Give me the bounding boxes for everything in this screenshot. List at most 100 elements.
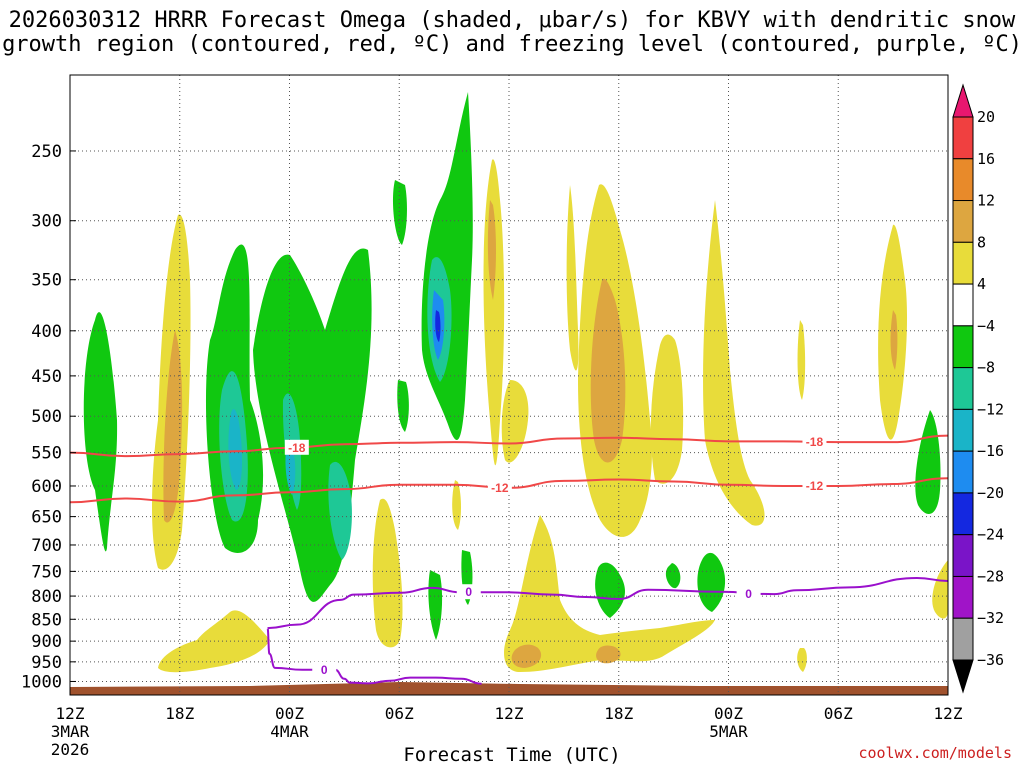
colorbar-label: −28 <box>977 567 1004 585</box>
omega-upward-region <box>665 563 681 589</box>
y-tick-label: 450 <box>31 367 62 387</box>
colorbar-label: −8 <box>977 359 995 377</box>
colorbar-swatch <box>952 283 974 327</box>
colorbar-label: 8 <box>977 233 986 251</box>
contour-freezing_level <box>267 576 948 630</box>
contour-freezing_level_low <box>266 627 482 685</box>
colorbar-swatch <box>952 158 974 202</box>
x-tick-label: 18Z <box>604 704 633 723</box>
colorbar-swatch <box>952 325 974 369</box>
x-tick-date-label: 3MAR <box>51 722 90 741</box>
colorbar-swatch <box>952 534 974 577</box>
colorbar-label: 20 <box>977 108 995 126</box>
omega-downward-region <box>566 185 579 371</box>
colorbar-swatch <box>952 408 974 452</box>
omega-downward-region <box>163 330 183 523</box>
y-tick-label: 400 <box>31 322 62 342</box>
omega-downward-region <box>590 278 626 463</box>
omega-upward-region <box>392 180 407 245</box>
omega-upward-region <box>83 312 118 552</box>
contour-label-bg <box>312 661 337 677</box>
credit-text: coolwx.com/models <box>858 744 1012 762</box>
omega-downward-region <box>797 648 807 672</box>
omega-upward-region <box>397 380 409 432</box>
omega-upward-region <box>285 450 296 495</box>
x-tick-label: 06Z <box>824 704 853 723</box>
y-tick-label: 950 <box>31 653 62 673</box>
colorbar-swatch <box>952 575 974 619</box>
x-tick-label: 00Z <box>714 704 743 723</box>
plot-frame <box>69 74 949 696</box>
colorbar-top-triangle <box>952 83 974 118</box>
omega-downward-region <box>797 320 806 400</box>
omega-downward-region <box>483 159 505 466</box>
contour-label: 0 <box>321 663 328 677</box>
contour-label-bg <box>736 586 761 602</box>
x-tick-label: 12Z <box>56 704 85 723</box>
x-tick-label: 18Z <box>165 704 194 723</box>
omega-upward-region <box>435 310 441 342</box>
omega-upward-region <box>428 570 443 640</box>
y-tick-label: 350 <box>31 271 62 291</box>
contour-labels: -18 -18 -12 -12 0 0 0 <box>284 434 827 677</box>
y-axis: 2503003504004505005506006507007508008509… <box>21 142 76 692</box>
colorbar-swatch <box>952 492 974 536</box>
contour-label-bg <box>456 584 481 600</box>
x-axis-title: Forecast Time (UTC) <box>403 744 621 766</box>
omega-upward-region <box>697 552 726 612</box>
colorbar-label: −24 <box>977 526 1004 544</box>
x-tick-label: 12Z <box>495 704 524 723</box>
x-tick-label: 00Z <box>275 704 304 723</box>
contour-label: -12 <box>806 479 824 493</box>
contour-label-bg <box>284 439 309 455</box>
x-tick-date-label: 4MAR <box>270 722 309 741</box>
colorbar-label: −32 <box>977 609 1004 627</box>
contour-label-bg <box>802 434 827 450</box>
omega-upward-region <box>228 409 243 490</box>
omega-downward-region <box>501 380 529 463</box>
omega-downward-region <box>372 498 403 648</box>
chart-title-line-2: growth region (contoured, red, ºC) and f… <box>2 32 1022 57</box>
colorbar-swatch <box>952 241 974 285</box>
x-tick-label: 06Z <box>385 704 414 723</box>
contour-label: 0 <box>465 585 472 599</box>
contour-label: 0 <box>745 587 752 601</box>
contour-label: -12 <box>491 481 509 495</box>
y-tick-label: 800 <box>31 587 62 607</box>
omega-upward-region <box>915 410 941 515</box>
omega-downward-region <box>650 334 684 484</box>
colorbar-swatch <box>952 367 974 410</box>
omega-upward-region <box>253 248 372 602</box>
omega-downward-region <box>504 515 715 672</box>
colorbar-swatch <box>952 200 974 243</box>
y-tick-label: 300 <box>31 212 62 232</box>
omega-downward-region <box>452 480 461 530</box>
y-tick-label: 550 <box>31 444 62 464</box>
colorbar-label: −12 <box>977 400 1004 418</box>
colorbar-label: 4 <box>977 275 986 293</box>
colorbar: 20 16 12 8 4 −4 −8 −12 −16 −20 −24 −28 −32 −36 <box>952 83 1004 694</box>
colorbar-label: −20 <box>977 484 1004 502</box>
colorbar-label: −4 <box>977 317 995 335</box>
y-tick-label: 1000 <box>21 672 62 692</box>
contour-dgz_upper <box>70 434 948 458</box>
colorbar-label: 16 <box>977 150 995 168</box>
colorbar-label: 12 <box>977 192 995 210</box>
chart-title-line-1: 2026030312 HRRR Forecast Omega (shaded, … <box>8 8 1016 33</box>
x-tick-label: 12Z <box>934 704 963 723</box>
y-tick-label: 700 <box>31 536 62 556</box>
contour-label: -18 <box>806 435 824 449</box>
omega-downward-region <box>932 560 948 619</box>
y-tick-label: 750 <box>31 562 62 582</box>
y-tick-label: 900 <box>31 632 62 652</box>
x-tick-year-label: 2026 <box>51 740 90 759</box>
colorbar-label: −16 <box>977 442 1004 460</box>
colorbar-swatch <box>952 450 974 494</box>
colorbar-bottom-triangle <box>952 659 974 694</box>
omega-upward-region <box>595 562 626 618</box>
contour-label-bg <box>802 477 827 493</box>
y-tick-label: 500 <box>31 407 62 427</box>
omega-downward-region <box>703 200 765 526</box>
y-tick-label: 600 <box>31 477 62 497</box>
